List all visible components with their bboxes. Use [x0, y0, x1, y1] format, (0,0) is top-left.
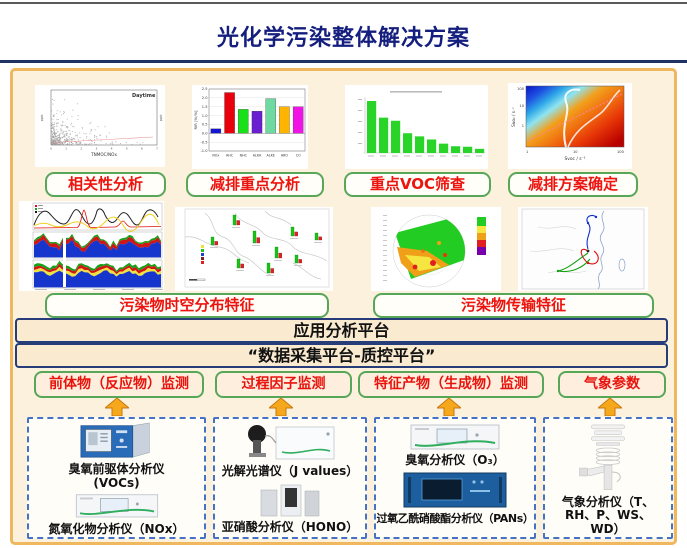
ozone-analyzer-image — [410, 424, 500, 450]
pan-analyzer-image — [403, 472, 507, 508]
voc-pareto-chart — [345, 85, 488, 169]
svg-text:ppb: ppb — [159, 114, 163, 122]
trajectory-map — [518, 207, 648, 291]
header-meteorological-parameters: 气象参数 — [558, 371, 666, 398]
svg-text:1: 1 — [522, 124, 524, 128]
box-meteorology-instruments: 气象分析仪（T、RH、P、WS、WD） — [543, 417, 673, 539]
header-process-factor-monitoring: 过程因子监测 — [215, 371, 352, 398]
svg-text:ppb: ppb — [40, 114, 44, 122]
svg-text:1.5: 1.5 — [202, 105, 208, 109]
svg-text:NOx: NOx — [212, 154, 219, 158]
svg-text:3: 3 — [95, 147, 97, 151]
timeseries-chart — [19, 201, 164, 291]
solution-frame: Daytime 0 1 2 3 4 5 6 7 TNMOC/NOx ppb ppb -1.0 -0.5 0… — [10, 68, 677, 545]
up-arrow-icon — [105, 398, 129, 416]
svg-text:7: 7 — [156, 147, 158, 151]
up-arrow-icon — [598, 398, 622, 416]
svg-text:1: 1 — [526, 150, 528, 154]
up-arrow-icon — [269, 398, 293, 416]
correlation-scatter-chart: Daytime 0 1 2 3 4 5 6 7 TNMOC/NOx ppb ppb — [35, 85, 165, 167]
instrument-label-hono: 亚硝酸分析仪（HONO） — [221, 519, 359, 534]
svg-text:0.5: 0.5 — [202, 123, 208, 127]
top-edge-line — [0, 2, 687, 4]
svg-text:2: 2 — [80, 147, 82, 151]
svg-text:ALKA: ALKA — [253, 154, 262, 158]
box-product-instruments: 臭氧分析仪（O₃） 过氧乙酰硝酸酯分析仪（PANs） — [374, 417, 536, 539]
title-underline — [0, 60, 687, 63]
rir-bar-chart: -1.0 -0.5 0.0 0.5 1.0 1.5 2.0 2.5 NOx AHC NHC ALKA A… — [192, 85, 308, 169]
svg-text:-0.5: -0.5 — [200, 140, 207, 144]
svg-text:4: 4 — [111, 147, 113, 151]
pill-reduction-priority: 减排重点分析 — [186, 172, 324, 197]
svg-text:10: 10 — [573, 150, 578, 154]
svg-text:Daytime: Daytime — [132, 93, 156, 99]
box-precursor-instruments: 臭氧前驱体分析仪 (VOCs) 氮氧化物分析仪（NOx） — [27, 417, 206, 539]
svg-text:2.0: 2.0 — [202, 96, 208, 100]
data-collection-qc-platform-bar: “数据采集平台-质控平台” — [15, 343, 668, 368]
svg-text:2.5: 2.5 — [202, 87, 208, 91]
svg-text:Svoc / s⁻¹: Svoc / s⁻¹ — [564, 156, 585, 162]
svg-text:1.0: 1.0 — [202, 114, 208, 118]
header-precursor-monitoring: 前体物（反应物）监测 — [34, 371, 204, 398]
svg-text:TNMOC/NOx: TNMOC/NOx — [90, 152, 117, 157]
svg-text:ARO: ARO — [281, 154, 289, 158]
svg-text:AHC: AHC — [226, 154, 234, 158]
svg-text:10: 10 — [519, 104, 524, 108]
pill-key-voc-screening: 重点VOC筛查 — [344, 172, 491, 197]
svg-text:0.0: 0.0 — [202, 131, 208, 135]
page-title: 光化学污染整体解决方案 — [216, 26, 470, 51]
svg-text:5: 5 — [126, 147, 128, 151]
pill-transport-characteristics: 污染物传输特征 — [373, 293, 654, 318]
voc-analyzer-image — [80, 422, 150, 458]
weather-station-image — [579, 424, 625, 490]
svg-text:100: 100 — [617, 150, 625, 154]
application-analysis-platform-bar: 应用分析平台 — [15, 318, 668, 343]
polar-cpf-plot — [371, 207, 501, 291]
pill-reduction-plan: 减排方案确定 — [508, 172, 638, 197]
svg-text:ALKE: ALKE — [267, 154, 275, 158]
pill-spatiotemporal-distribution: 污染物时空分布特征 — [45, 293, 329, 318]
station-map — [175, 207, 333, 291]
instrument-label-jvalues: 光解光谱仪（J values） — [221, 464, 359, 478]
instrument-label-pans: 过氧乙酰硝酸酯分析仪（PANs） — [376, 511, 534, 525]
photolysis-spectrometer-image — [248, 425, 335, 460]
svg-text:100: 100 — [517, 87, 525, 91]
svg-text:Sɴᴏ₂ / s⁻¹: Sɴᴏ₂ / s⁻¹ — [511, 107, 516, 127]
ekma-isopleth-chart: 1 10 100 100 10 1 Svoc / s⁻¹ Sɴᴏ₂ / s⁻¹ — [508, 83, 632, 169]
instrument-label-voc: 臭氧前驱体分析仪 (VOCs) — [68, 461, 165, 490]
instrument-label-nox: 氮氧化物分析仪（NOx） — [48, 522, 185, 537]
up-arrow-icon — [437, 398, 461, 416]
svg-text:RIR [%/%]: RIR [%/%] — [193, 110, 198, 130]
svg-text:6: 6 — [141, 147, 143, 151]
box-process-factor-instruments: 光解光谱仪（J values） 亚硝酸分析仪（HONO） — [213, 417, 367, 539]
pill-correlation-analysis: 相关性分析 — [45, 172, 166, 197]
svg-text:1: 1 — [65, 147, 67, 151]
instrument-label-met: 气象分析仪（T、RH、P、WS、WD） — [561, 494, 655, 537]
svg-text:CO: CO — [296, 154, 301, 158]
hono-analyzer-image — [260, 484, 320, 517]
svg-text:NHC: NHC — [240, 154, 248, 158]
header-product-monitoring: 特征产物（生成物）监测 — [358, 371, 544, 398]
svg-text:-1.0: -1.0 — [200, 149, 208, 153]
instrument-label-o3: 臭氧分析仪（O₃） — [405, 453, 505, 467]
svg-text:0: 0 — [50, 147, 52, 151]
nox-analyzer-image — [75, 494, 158, 518]
